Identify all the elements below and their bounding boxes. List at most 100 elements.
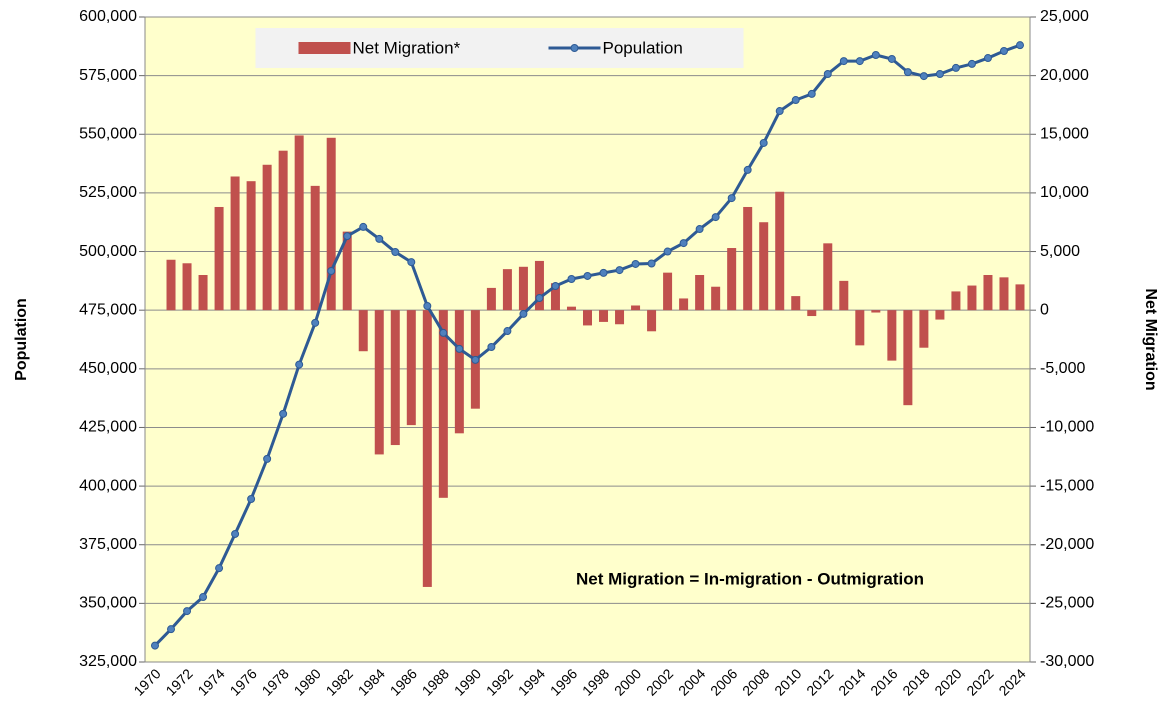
point — [375, 234, 384, 243]
point — [519, 309, 528, 318]
point — [807, 89, 816, 98]
point — [535, 293, 544, 302]
y-tick-label: 325,000 — [79, 653, 137, 670]
legend-swatch — [298, 42, 351, 54]
bar — [871, 310, 881, 313]
point — [951, 63, 960, 72]
point — [407, 258, 416, 267]
point — [967, 59, 976, 68]
x-tick-label: 1984 — [355, 665, 388, 698]
x-tick-label: 1996 — [547, 665, 580, 698]
point — [471, 355, 480, 364]
annotation: Net Migration = In-migration - Outmigrat… — [576, 569, 924, 588]
bar — [310, 185, 320, 311]
y-tick-label: 425,000 — [79, 419, 137, 436]
point — [663, 247, 672, 256]
point — [391, 248, 400, 257]
bar — [278, 150, 288, 311]
bar — [679, 298, 689, 311]
x-tick-label: 2008 — [739, 665, 772, 698]
y-tick-label: 500,000 — [79, 243, 137, 260]
point — [295, 360, 304, 369]
point — [679, 239, 688, 248]
point — [999, 47, 1008, 56]
point — [887, 54, 896, 63]
point — [855, 57, 864, 66]
x-tick-label: 1970 — [130, 665, 163, 698]
y2-tick-label: -10,000 — [1040, 419, 1094, 436]
bar — [230, 176, 240, 311]
point — [583, 271, 592, 280]
point — [423, 301, 432, 310]
point — [359, 222, 368, 231]
bar — [839, 280, 849, 311]
x-tick-label: 2016 — [867, 665, 900, 698]
x-tick-label: 1986 — [387, 665, 420, 698]
point — [919, 72, 928, 81]
bar — [695, 275, 705, 311]
y-tick-label: 450,000 — [79, 360, 137, 377]
bar — [775, 191, 785, 311]
point — [791, 96, 800, 105]
bar — [711, 286, 721, 311]
point — [1016, 41, 1024, 50]
bar — [358, 310, 368, 352]
bar — [599, 310, 609, 322]
point — [263, 454, 272, 463]
y2-tick-label: 5,000 — [1040, 243, 1080, 260]
point — [327, 267, 336, 276]
y-tick-label: 350,000 — [79, 595, 137, 612]
x-tick-label: 1980 — [291, 665, 324, 698]
y2-tick-label: 15,000 — [1040, 125, 1089, 142]
bar — [663, 272, 673, 311]
y2-tick-label: 25,000 — [1040, 8, 1089, 25]
y-tick-label: 600,000 — [79, 8, 137, 25]
x-tick-label: 2004 — [675, 665, 708, 698]
point — [551, 282, 560, 291]
x-tick-label: 2006 — [707, 665, 740, 698]
bar — [791, 296, 801, 311]
x-tick-label: 2000 — [611, 665, 644, 698]
legend-marker — [570, 44, 579, 52]
bar — [550, 283, 560, 311]
bar — [615, 310, 625, 325]
bar — [759, 222, 769, 311]
bar — [919, 310, 929, 348]
bar — [743, 206, 753, 311]
bar — [390, 310, 400, 446]
x-tick-label: 2002 — [643, 665, 676, 698]
x-tick-label: 1994 — [515, 665, 548, 698]
point — [727, 194, 736, 203]
bar — [374, 310, 384, 455]
point — [743, 165, 752, 174]
x-tick-label: 1998 — [579, 665, 612, 698]
y-tick-label: 400,000 — [79, 477, 137, 494]
y-tick-label: 375,000 — [79, 536, 137, 553]
point — [503, 327, 512, 336]
bar — [502, 269, 512, 311]
point — [487, 343, 496, 352]
point — [567, 274, 576, 283]
point — [311, 318, 320, 327]
x-tick-label: 2014 — [835, 665, 868, 698]
point — [903, 68, 912, 77]
x-tick-label: 2012 — [803, 665, 836, 698]
bar — [647, 310, 657, 332]
point — [647, 259, 656, 268]
point — [151, 641, 159, 650]
point — [599, 268, 608, 277]
x-tick-label: 2022 — [963, 665, 996, 698]
x-tick-label: 1990 — [451, 665, 484, 698]
bar — [566, 306, 576, 311]
point — [247, 494, 256, 503]
x-tick-label: 2024 — [995, 665, 1028, 698]
x-tick-label: 1978 — [259, 665, 292, 698]
bar — [182, 263, 192, 311]
bar — [518, 266, 528, 311]
y2-tick-label: 20,000 — [1040, 67, 1089, 84]
point — [759, 138, 768, 147]
bar — [454, 310, 464, 434]
y-tick-label: 550,000 — [79, 125, 137, 142]
bar — [903, 310, 913, 406]
